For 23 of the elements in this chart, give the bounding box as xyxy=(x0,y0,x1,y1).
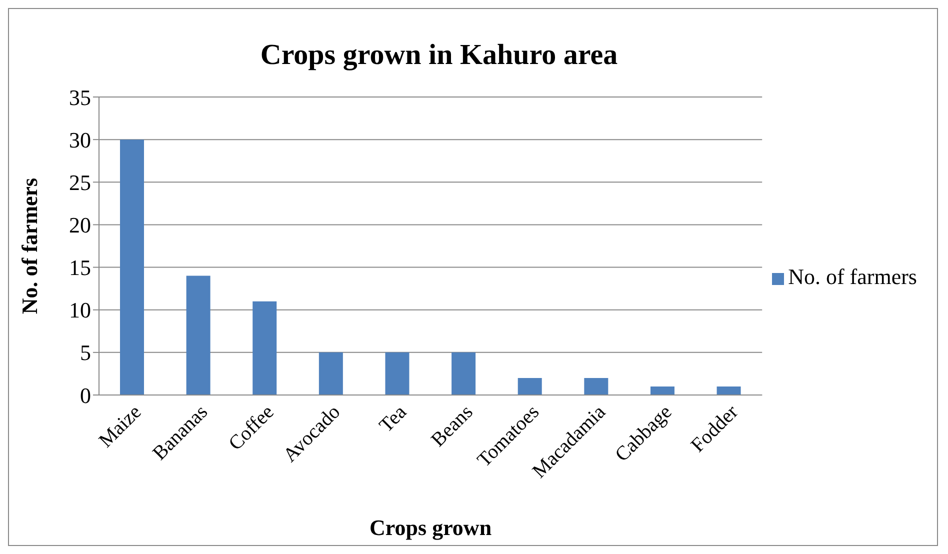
y-tick-label: 0 xyxy=(80,382,91,408)
bar xyxy=(716,386,741,395)
y-tick-label: 10 xyxy=(69,298,91,323)
y-tick-label: 30 xyxy=(69,127,91,152)
y-tick-label: 15 xyxy=(69,255,91,280)
x-tick-label: Tea xyxy=(375,400,412,437)
y-tick-label: 20 xyxy=(69,212,91,238)
legend-label: No. of farmers xyxy=(788,264,917,289)
y-tick-label: 25 xyxy=(69,170,91,195)
bar xyxy=(518,378,542,395)
bar xyxy=(120,140,144,395)
y-axis-title: No. of farmers xyxy=(16,177,42,314)
bar xyxy=(650,386,674,395)
bar xyxy=(385,352,410,395)
bar xyxy=(452,352,476,395)
bar xyxy=(186,276,210,395)
chart-title: Crops grown in Kahuro area xyxy=(259,39,619,72)
bar xyxy=(318,352,343,395)
x-axis-title: Crops grown xyxy=(370,515,492,540)
y-tick-label: 35 xyxy=(69,84,91,110)
bar xyxy=(252,301,277,395)
y-tick-label: 5 xyxy=(80,340,91,366)
bar xyxy=(584,378,608,395)
